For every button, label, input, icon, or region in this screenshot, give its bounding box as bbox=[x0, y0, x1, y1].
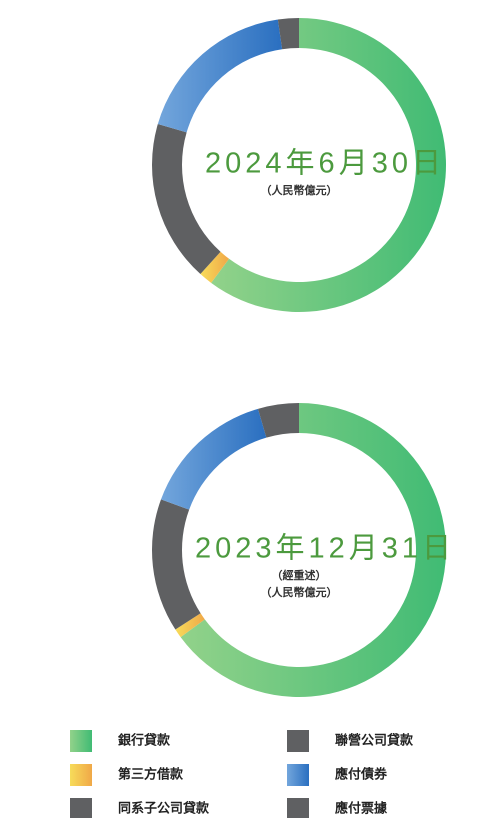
legend-swatch bbox=[70, 764, 92, 786]
donut-segment bbox=[211, 18, 446, 312]
legend-swatch bbox=[70, 730, 92, 752]
center-subtitle: （人民幣億元） bbox=[261, 585, 338, 599]
center-title: 2024年6月30日 bbox=[205, 147, 445, 180]
donut-segment bbox=[257, 403, 299, 438]
legend-label: 聯營公司貸款 bbox=[335, 733, 414, 749]
legend-swatch bbox=[70, 798, 92, 818]
donut-segment bbox=[277, 18, 299, 50]
legend-label: 應付債券 bbox=[335, 767, 388, 783]
center-title: 2023年12月31日 bbox=[195, 532, 455, 565]
legend-label: 同系子公司貸款 bbox=[118, 801, 210, 817]
center-subtitle: （人民幣億元） bbox=[261, 183, 338, 197]
legend-label: 銀行貸款 bbox=[118, 733, 171, 749]
donut-segment bbox=[152, 499, 201, 630]
donut-segment bbox=[175, 613, 205, 638]
legend-swatch bbox=[287, 764, 309, 786]
legend-label: 應付票據 bbox=[335, 801, 388, 817]
legend-swatch bbox=[287, 730, 309, 752]
donut-segment bbox=[151, 123, 221, 275]
legend-swatch bbox=[287, 798, 309, 818]
center-subtitle: （經重述） bbox=[272, 568, 327, 582]
donut-segment bbox=[200, 251, 230, 283]
legend-label: 第三方借款 bbox=[118, 767, 184, 783]
donut-segment bbox=[161, 408, 267, 510]
donut-segment bbox=[157, 19, 283, 133]
